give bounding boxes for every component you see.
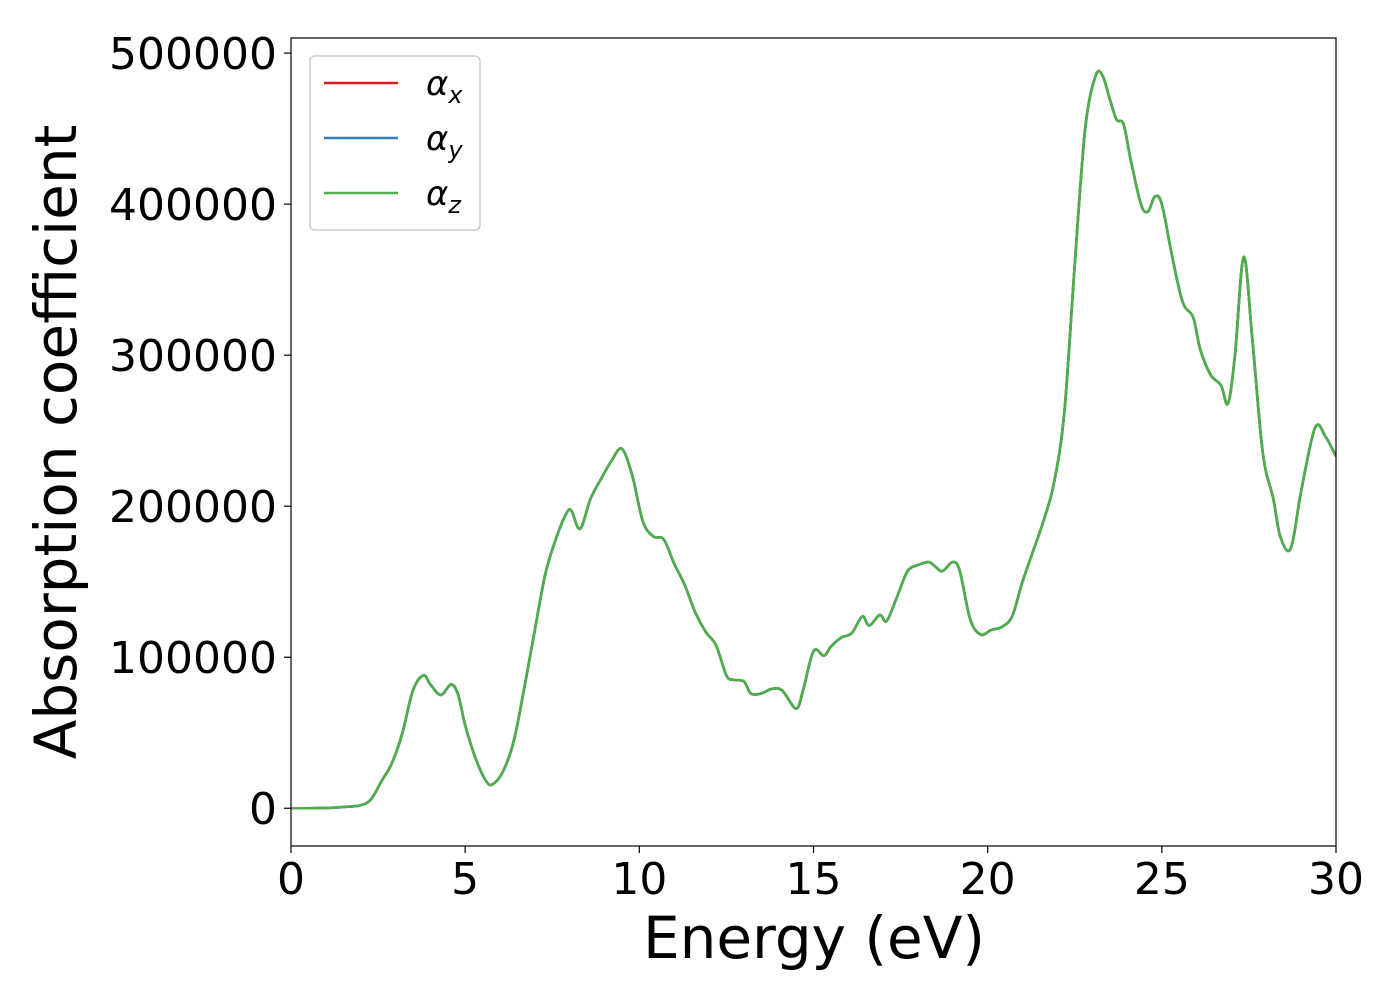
y-tick-label: 500000 [109,29,277,80]
y-tick-label: 300000 [109,331,277,382]
plot-frame [290,37,1337,847]
x-tick-label: 25 [1134,854,1190,905]
series-line-z [291,69,1336,810]
y-axis-title: Absorption coefficient [22,125,90,760]
x-tick-label: 10 [611,854,667,905]
x-axis-ticks: 0 5 10 15 20 25 30 [277,846,1364,905]
x-tick-label: 20 [960,854,1016,905]
y-tick-label: 400000 [109,180,277,231]
x-tick-label: 5 [451,854,479,905]
x-tick-label: 30 [1308,854,1364,905]
y-axis-ticks: 0 100000 200000 300000 400000 500000 [109,29,291,835]
y-tick-label: 200000 [109,482,277,533]
x-tick-label: 15 [786,854,842,905]
x-tick-label: 0 [277,854,305,905]
legend-box [309,55,481,231]
y-tick-label: 0 [249,784,277,835]
y-tick-label: 100000 [109,633,277,684]
plot-area [291,69,1336,810]
x-axis-title: Energy (eV) [643,904,985,972]
